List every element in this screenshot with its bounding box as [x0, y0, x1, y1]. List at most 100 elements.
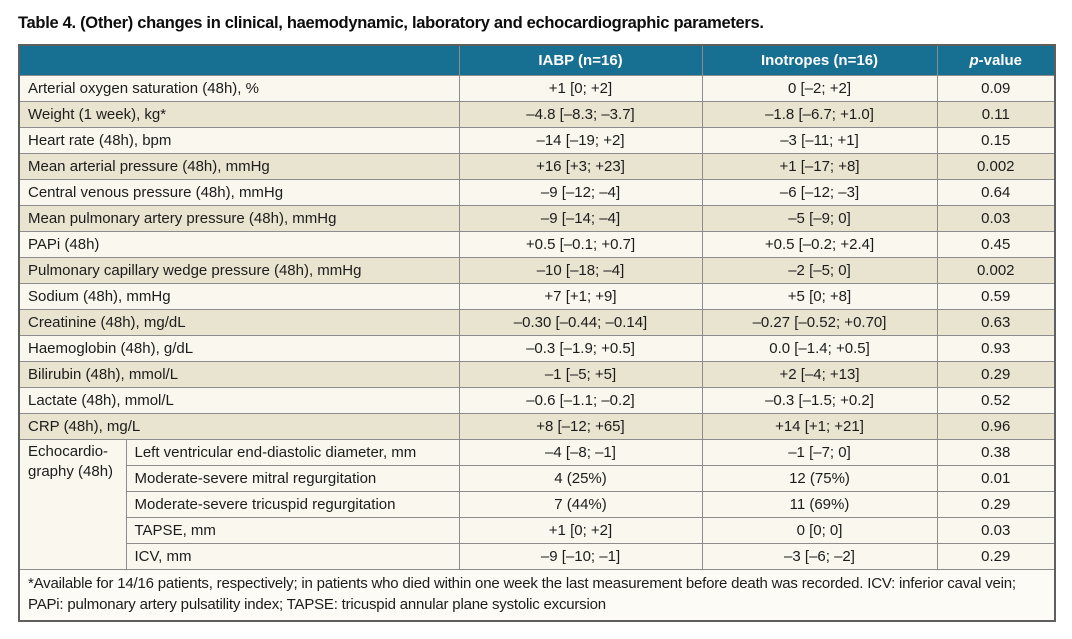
param-cell: Mean arterial pressure (48h), mmHg: [18, 153, 460, 180]
param-cell: Heart rate (48h), bpm: [18, 127, 460, 154]
p-value-cell: 0.59: [936, 283, 1056, 310]
table-row: Echocardio­graphy (48h) Left ventricular…: [18, 439, 1056, 570]
table-title: Table 4. (Other) changes in clinical, ha…: [18, 14, 764, 32]
inotropes-value-cell: –1 [–7; 0]: [701, 439, 938, 466]
inotropes-value-cell: –1.8 [–6.7; +1.0]: [701, 101, 938, 128]
inotropes-value-cell: +2 [–4; +13]: [701, 361, 938, 388]
iabp-value-cell: –0.30 [–0.44; –0.14]: [458, 309, 703, 336]
table-row: Haemoglobin (48h), g/dL –0.3 [–1.9; +0.5…: [18, 335, 1056, 362]
param-cell: Weight (1 week), kg*: [18, 101, 460, 128]
iabp-value-cell: –0.3 [–1.9; +0.5]: [458, 335, 703, 362]
table-row: Lactate (48h), mmol/L –0.6 [–1.1; –0.2] …: [18, 387, 1056, 414]
inotropes-value-cell: –3 [–11; +1]: [701, 127, 938, 154]
table-row: Mean arterial pressure (48h), mmHg +16 […: [18, 153, 1056, 180]
p-value-cell: 0.11: [936, 101, 1056, 128]
table-row: CRP (48h), mg/L +8 [–12; +65] +14 [+1; +…: [18, 413, 1056, 440]
footnote-row: *Available for 14/16 patients, respectiv…: [18, 568, 1056, 622]
inotropes-value-cell: –0.3 [–1.5; +0.2]: [701, 387, 938, 414]
p-value-cell: 0.29: [936, 491, 1056, 518]
table-row: Bilirubin (48h), mmol/L –1 [–5; +5] +2 […: [18, 361, 1056, 388]
iabp-value-cell: –10 [–18; –4]: [458, 257, 703, 284]
table-row: Central venous pressure (48h), mmHg –9 […: [18, 179, 1056, 206]
iabp-value-cell: –14 [–19; +2]: [458, 127, 703, 154]
iabp-value-cell: –9 [–12; –4]: [458, 179, 703, 206]
inotropes-value-cell: +5 [0; +8]: [701, 283, 938, 310]
p-value-cell: 0.15: [936, 127, 1056, 154]
param-cell: Bilirubin (48h), mmol/L: [18, 361, 460, 388]
p-value-cell: 0.63: [936, 309, 1056, 336]
inotropes-value-cell: 0 [–2; +2]: [701, 75, 938, 102]
param-cell: Central venous pressure (48h), mmHg: [18, 179, 460, 206]
table-row: Creatinine (48h), mg/dL –0.30 [–0.44; –0…: [18, 309, 1056, 336]
iabp-value-cell: +7 [+1; +9]: [458, 283, 703, 310]
iabp-value-cell: +8 [–12; +65]: [458, 413, 703, 440]
table-row: Heart rate (48h), bpm –14 [–19; +2] –3 […: [18, 127, 1056, 154]
header-row: IABP (n=16) Inotropes (n=16) p-value: [18, 44, 1056, 76]
iabp-value-cell: –1 [–5; +5]: [458, 361, 703, 388]
p-value-rest: -value: [978, 52, 1023, 69]
table-row: Moderate-severe tricuspid regurgitation …: [19, 491, 1056, 518]
iabp-value-cell: 7 (44%): [458, 491, 703, 518]
inotropes-value-cell: –0.27 [–0.52; +0.70]: [701, 309, 938, 336]
param-cell: Left ventricular end-diastolic diameter,…: [125, 439, 460, 466]
table-row: TAPSE, mm +1 [0; +2] 0 [0; 0] 0.03: [19, 517, 1056, 544]
param-cell: CRP (48h), mg/L: [18, 413, 460, 440]
iabp-value-cell: –0.6 [–1.1; –0.2]: [458, 387, 703, 414]
param-cell: Creatinine (48h), mg/dL: [18, 309, 460, 336]
p-value-cell: 0.29: [936, 543, 1056, 570]
iabp-value-cell: –9 [–10; –1]: [458, 543, 703, 570]
p-value-cell: 0.03: [936, 205, 1056, 232]
param-cell: TAPSE, mm: [125, 517, 460, 544]
p-value-italic-p: p: [969, 52, 979, 69]
p-value-cell: 0.52: [936, 387, 1056, 414]
inotropes-value-cell: –5 [–9; 0]: [701, 205, 938, 232]
p-value-cell: 0.96: [936, 413, 1056, 440]
header-inotropes: Inotropes (n=16): [701, 44, 938, 76]
iabp-value-cell: +1 [0; +2]: [458, 75, 703, 102]
header-parameter-empty: [18, 44, 460, 76]
table-row: Arterial oxygen saturation (48h), % +1 […: [18, 75, 1056, 102]
param-cell: PAPi (48h): [18, 231, 460, 258]
p-value-cell: 0.64: [936, 179, 1056, 206]
inotropes-value-cell: 0.0 [–1.4; +0.5]: [701, 335, 938, 362]
p-value-cell: 0.01: [936, 465, 1056, 492]
inotropes-value-cell: 0 [0; 0]: [701, 517, 938, 544]
iabp-value-cell: –9 [–14; –4]: [458, 205, 703, 232]
inotropes-value-cell: –3 [–6; –2]: [701, 543, 938, 570]
inotropes-value-cell: +0.5 [–0.2; +2.4]: [701, 231, 938, 258]
inotropes-value-cell: 11 (69%): [701, 491, 938, 518]
header-iabp: IABP (n=16): [458, 44, 703, 76]
inotropes-value-cell: –2 [–5; 0]: [701, 257, 938, 284]
p-value-cell: 0.29: [936, 361, 1056, 388]
table-row: Sodium (48h), mmHg +7 [+1; +9] +5 [0; +8…: [18, 283, 1056, 310]
param-cell: Pulmonary capillary wedge pressure (48h)…: [18, 257, 460, 284]
param-cell: Moderate-severe tricuspid regurgitation: [125, 491, 460, 518]
p-value-cell: 0.002: [936, 153, 1056, 180]
table-row: ICV, mm –9 [–10; –1] –3 [–6; –2] 0.29: [19, 543, 1056, 570]
param-cell: Sodium (48h), mmHg: [18, 283, 460, 310]
inotropes-value-cell: +1 [–17; +8]: [701, 153, 938, 180]
param-cell: ICV, mm: [125, 543, 460, 570]
header-p-value: p-value: [936, 44, 1056, 76]
inotropes-value-cell: –6 [–12; –3]: [701, 179, 938, 206]
inotropes-value-cell: 12 (75%): [701, 465, 938, 492]
echo-group-label-cell: Echocardio­graphy (48h): [18, 439, 127, 570]
iabp-value-cell: +0.5 [–0.1; +0.7]: [458, 231, 703, 258]
iabp-value-cell: +1 [0; +2]: [458, 517, 703, 544]
inotropes-value-cell: +14 [+1; +21]: [701, 413, 938, 440]
param-cell: Mean pulmonary artery pressure (48h), mm…: [18, 205, 460, 232]
param-cell: Haemoglobin (48h), g/dL: [18, 335, 460, 362]
p-value-cell: 0.93: [936, 335, 1056, 362]
p-value-cell: 0.002: [936, 257, 1056, 284]
p-value-cell: 0.38: [936, 439, 1056, 466]
table-row: Moderate-severe mitral regurgitation 4 (…: [19, 465, 1056, 492]
param-cell: Lactate (48h), mmol/L: [18, 387, 460, 414]
table-row: Mean pulmonary artery pressure (48h), mm…: [18, 205, 1056, 232]
iabp-value-cell: –4.8 [–8.3; –3.7]: [458, 101, 703, 128]
p-value-cell: 0.45: [936, 231, 1056, 258]
p-value-cell: 0.09: [936, 75, 1056, 102]
param-cell: Moderate-severe mitral regurgitation: [125, 465, 460, 492]
iabp-value-cell: +16 [+3; +23]: [458, 153, 703, 180]
param-cell: Arterial oxygen saturation (48h), %: [18, 75, 460, 102]
